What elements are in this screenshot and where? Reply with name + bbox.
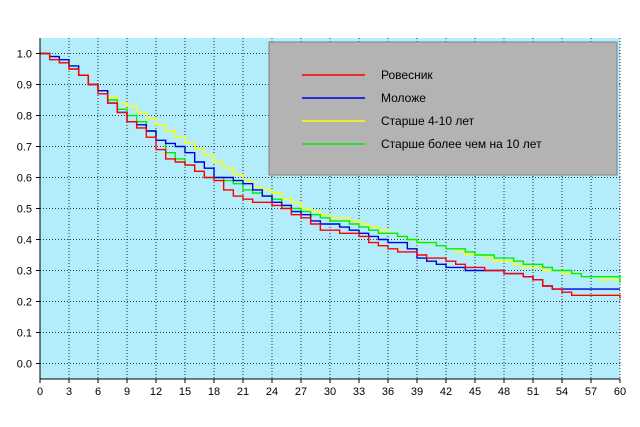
x-tick-label: 54 xyxy=(556,386,568,398)
x-tick-label: 42 xyxy=(440,386,452,398)
y-tick-label: 0.5 xyxy=(17,204,32,216)
y-tick-label: 0.1 xyxy=(17,328,32,340)
x-tick-label: 24 xyxy=(266,386,278,398)
legend-items: Ровесник Моложе Старше 4-10 лет Старше боле… xyxy=(302,68,542,151)
x-tick-label: 30 xyxy=(324,386,336,398)
y-tick-label: 0.4 xyxy=(17,235,32,247)
x-tick-label: 51 xyxy=(527,386,539,398)
legend-label: Старше 4-10 лет xyxy=(381,114,475,128)
x-tick-label: 12 xyxy=(150,386,162,398)
x-tick-label: 33 xyxy=(353,386,365,398)
x-tick-label: 15 xyxy=(179,386,191,398)
y-tick-label: 0.0 xyxy=(17,359,32,371)
x-tick-label: 45 xyxy=(469,386,481,398)
y-tick-label: 0.2 xyxy=(17,297,32,309)
series-line-3 xyxy=(40,52,620,281)
y-tick-label: 0.7 xyxy=(17,142,32,154)
series-layer xyxy=(40,52,621,299)
y-tick-label: 0.3 xyxy=(17,266,32,278)
legend-label: Моложе xyxy=(381,91,426,105)
y-tick-label: 0.9 xyxy=(17,80,32,92)
x-tick-label: 3 xyxy=(66,386,72,398)
x-tick-label: 39 xyxy=(411,386,423,398)
x-tick-label: 60 xyxy=(614,386,626,398)
x-tick-label: 27 xyxy=(295,386,307,398)
legend-label: Старше более чем на 10 лет xyxy=(381,137,542,151)
legend-box xyxy=(268,41,618,176)
y-tick-label: 0.8 xyxy=(17,111,32,123)
y-tick-label: 0.6 xyxy=(17,173,32,185)
y-tick-label: 1.0 xyxy=(17,49,32,61)
y-tick-labels: 0.0 0.1 0.2 0.3 0.4 0.5 0.6 0.7 0.8 0.9 1.0 xyxy=(17,49,40,371)
x-tick-label: 57 xyxy=(585,386,597,398)
x-tick-label: 48 xyxy=(498,386,510,398)
x-tick-labels: 0 3 6 9 12 15 18 21 24 27 30 33 36 39 42 45 48 51 54 57 60 xyxy=(37,379,626,398)
x-tick-label: 9 xyxy=(124,386,130,398)
legend: Ровесник Моложе Старше 4-10 лет Старше боле… xyxy=(268,41,618,176)
x-tick-label: 0 xyxy=(37,386,43,398)
series-line-1 xyxy=(40,52,621,299)
legend-label: Ровесник xyxy=(381,68,433,82)
x-tick-label: 36 xyxy=(382,386,394,398)
x-tick-label: 18 xyxy=(208,386,220,398)
x-tick-label: 21 xyxy=(237,386,249,398)
x-tick-label: 6 xyxy=(95,386,101,398)
